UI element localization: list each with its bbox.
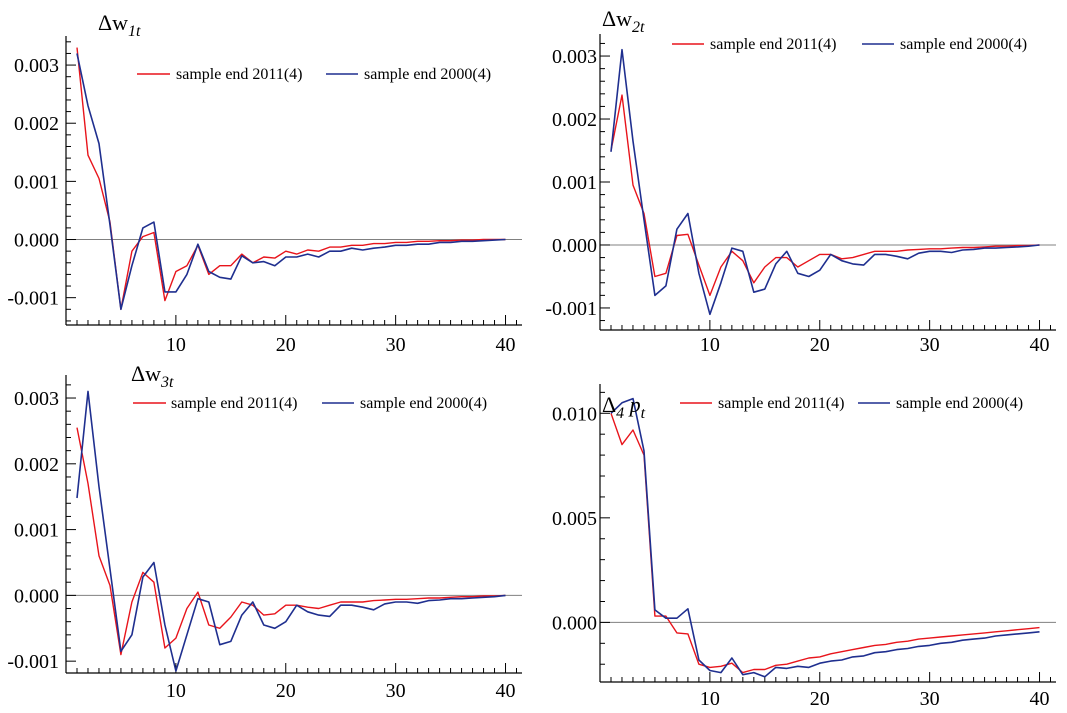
x-tick-label: 20 — [276, 680, 296, 702]
y-tick-label: 0.002 — [14, 113, 59, 135]
legend-label: sample end 2000(4) — [900, 36, 1027, 53]
x-tick-label: 40 — [1030, 334, 1050, 356]
title-subscript: 1t — [128, 23, 141, 40]
legend-label: sample end 2011(4) — [176, 66, 302, 83]
title-main: Δ — [602, 392, 616, 417]
y-tick-label: -0.001 — [7, 288, 59, 310]
legend-label: sample end 2011(4) — [710, 36, 836, 53]
y-tick-label: 0.003 — [14, 55, 59, 77]
legend-label: sample end 2000(4) — [360, 395, 487, 412]
series-line-red — [76, 427, 506, 656]
x-tick-label: 10 — [700, 334, 720, 356]
series-line-blue — [610, 48, 1040, 316]
x-tick-label: 30 — [386, 334, 406, 356]
chart-panel-1: 10 20 30 40 0.003 0.002 0.001 0.000 -0.001 sample… — [7, 10, 522, 356]
legend-label: sample end 2000(4) — [896, 395, 1023, 412]
x-tick-label: 10 — [166, 334, 186, 356]
legend-label: sample end 2000(4) — [364, 66, 491, 83]
y-tick-label: -0.001 — [545, 298, 597, 320]
x-tick-label: 40 — [496, 334, 516, 356]
x-tick-label: 10 — [166, 680, 186, 702]
y-tick-label: 0.003 — [14, 388, 59, 410]
y-tick-label: -0.001 — [7, 651, 59, 673]
chart-title: Δw3t — [131, 361, 174, 391]
chart-panel-3: 10 20 30 40 0.003 0.002 0.001 0.000 -0.001 sample… — [7, 361, 522, 702]
x-tick-label: 20 — [810, 688, 830, 710]
series-line-blue — [76, 390, 506, 672]
chart-title: Δw1t — [98, 10, 141, 40]
chart-title: Δ4 pt — [602, 392, 646, 422]
y-tick-label: 0.005 — [552, 508, 597, 530]
series-line-red — [76, 47, 506, 310]
title-main: Δw — [98, 10, 128, 35]
chart-panel-2: 10 20 30 40 0.003 0.002 0.001 0.000 -0.001 sample… — [545, 6, 1056, 356]
y-tick-label: 0.003 — [552, 46, 597, 68]
title-subscript: 3t — [160, 374, 174, 391]
x-tick-label: 40 — [496, 680, 516, 702]
chart-panel-4: 10 20 30 40 0.010 0.005 0.000 sample end 2011(4… — [552, 384, 1056, 710]
series-line-red — [610, 94, 1040, 297]
series-line-blue — [610, 397, 1040, 678]
y-tick-label: 0.000 — [14, 230, 59, 252]
x-tick-label: 30 — [920, 688, 940, 710]
x-tick-label: 30 — [386, 680, 406, 702]
series-line-red — [610, 413, 1040, 674]
y-tick-label: 0.000 — [14, 585, 59, 607]
x-tick-label: 30 — [920, 334, 940, 356]
x-tick-label: 40 — [1030, 688, 1050, 710]
y-tick-label: 0.001 — [14, 520, 59, 542]
x-tick-label: 20 — [810, 334, 830, 356]
y-tick-label: 0.000 — [552, 235, 597, 257]
title-tail-subscript: t — [641, 405, 646, 422]
y-tick-label: 0.010 — [552, 403, 597, 425]
y-tick-label: 0.000 — [552, 612, 597, 634]
legend-label: sample end 2011(4) — [718, 395, 844, 412]
title-main: Δw — [602, 6, 632, 31]
y-tick-label: 0.002 — [14, 454, 59, 476]
legend-label: sample end 2011(4) — [171, 395, 297, 412]
x-tick-label: 10 — [700, 688, 720, 710]
y-tick-label: 0.002 — [552, 109, 597, 131]
chart-title: Δw2t — [602, 6, 645, 36]
title-subscript: 4 — [616, 405, 624, 422]
title-subscript: 2t — [632, 19, 645, 36]
y-tick-label: 0.001 — [14, 171, 59, 193]
x-tick-label: 20 — [276, 334, 296, 356]
series-line-blue — [76, 53, 506, 311]
title-tail: p — [624, 392, 641, 417]
y-tick-label: 0.001 — [552, 172, 597, 194]
title-main: Δw — [131, 361, 161, 386]
